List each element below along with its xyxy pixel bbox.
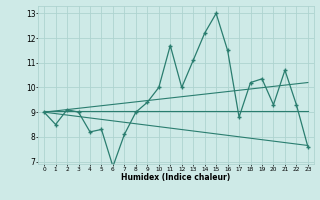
X-axis label: Humidex (Indice chaleur): Humidex (Indice chaleur)	[121, 173, 231, 182]
